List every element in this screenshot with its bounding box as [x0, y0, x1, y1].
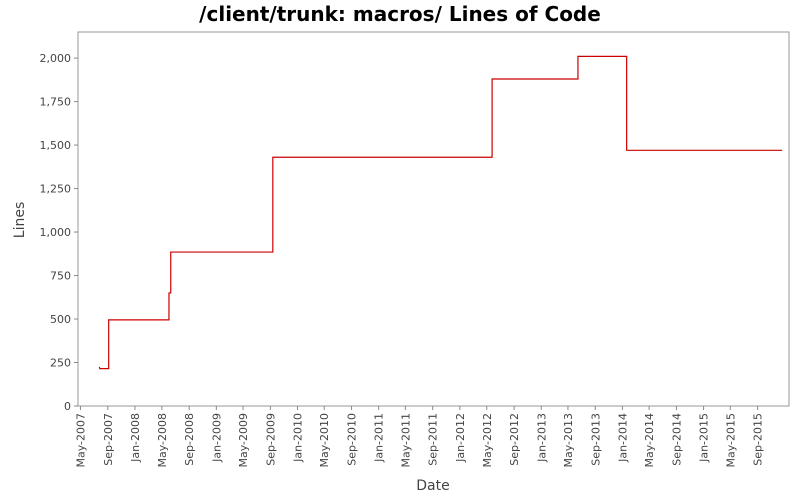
y-tick-label: 1,500 [40, 139, 72, 152]
x-tick-label: May-2007 [74, 413, 87, 468]
y-tick-label: 250 [50, 357, 71, 370]
x-tick-label: Sep-2008 [183, 413, 196, 466]
x-tick-label: Jan-2009 [210, 413, 223, 463]
y-axis: 0 250 500 750 1,000 1,250 1,500 1,750 2,000 [40, 52, 78, 413]
y-tick-label: 1,000 [40, 226, 72, 239]
x-tick-label: Sep-2007 [102, 413, 115, 466]
x-tick-label: Sep-2013 [589, 413, 602, 466]
plot-area [77, 31, 790, 407]
x-axis-label: Date [416, 478, 449, 494]
y-tick-label: 2,000 [40, 52, 72, 65]
x-tick-label: Sep-2009 [264, 413, 277, 466]
x-tick-label: Sep-2010 [346, 413, 359, 466]
x-tick-label: Sep-2012 [508, 413, 521, 466]
y-tick-label: 750 [50, 270, 71, 283]
x-tick-label: May-2011 [399, 413, 412, 468]
x-tick-label: Jan-2011 [373, 413, 386, 463]
y-tick-label: 0 [64, 400, 71, 413]
x-axis: May-2007 Sep-2007 Jan-2008 May-2008 Sep-2008… [74, 406, 765, 468]
x-tick-label: May-2015 [724, 413, 737, 468]
x-tick-label: May-2013 [562, 413, 575, 468]
x-tick-label: May-2009 [237, 413, 250, 468]
x-tick-label: Jan-2012 [454, 413, 467, 463]
y-tick-label: 1,250 [40, 183, 72, 196]
x-tick-label: Sep-2011 [427, 413, 440, 466]
x-tick-label: Jan-2008 [129, 413, 142, 463]
y-tick-label: 500 [50, 313, 71, 326]
x-tick-label: May-2012 [481, 413, 494, 468]
x-tick-label: Jan-2013 [535, 413, 548, 463]
x-tick-label: Jan-2010 [292, 413, 305, 463]
x-tick-label: May-2014 [643, 413, 656, 468]
chart-title: /client/trunk: macros/ Lines of Code [199, 2, 601, 26]
x-tick-label: Jan-2014 [616, 413, 629, 463]
loc-series-line [98, 55, 783, 370]
x-tick-label: Sep-2015 [752, 413, 765, 466]
x-tick-label: Sep-2014 [670, 413, 683, 466]
y-axis-label: Lines [12, 202, 28, 238]
x-tick-label: May-2008 [156, 413, 169, 468]
series-layer [98, 55, 783, 370]
y-tick-label: 1,750 [40, 96, 72, 109]
x-tick-label: May-2010 [318, 413, 331, 468]
x-tick-label: Jan-2015 [698, 413, 711, 463]
